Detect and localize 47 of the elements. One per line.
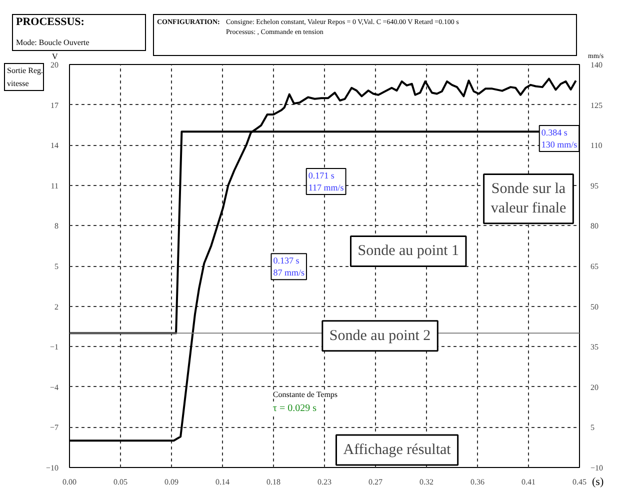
x-axis-title: (s) bbox=[592, 475, 604, 489]
y-tick-label: 5 bbox=[54, 262, 58, 271]
text: Mode: Boucle Ouverte bbox=[16, 38, 90, 47]
x-tick-label: 0.36 bbox=[470, 478, 484, 486]
annotation: Constante de Temps bbox=[272, 390, 338, 399]
annotation: Sonde au point 2 bbox=[329, 328, 431, 344]
x-tick-label: 0.45 bbox=[572, 478, 586, 486]
y2-tick-label: 20 bbox=[590, 382, 598, 392]
y-tick-label: 8 bbox=[54, 222, 58, 231]
x-tick-label: 0.18 bbox=[266, 478, 280, 486]
chart-title: PROCESSUS: bbox=[16, 16, 86, 28]
y2-tick-label: 50 bbox=[590, 302, 598, 312]
y-axis-title: V bbox=[52, 51, 58, 62]
y-tick-label: −1 bbox=[50, 342, 59, 352]
x-tick-label: 0.00 bbox=[62, 478, 76, 486]
y2-tick-label: 35 bbox=[590, 342, 598, 352]
x-tick-label: 0.23 bbox=[318, 478, 332, 486]
x-tick-label: 0.09 bbox=[164, 478, 178, 486]
annotation: τ = 0.029 s bbox=[272, 402, 317, 414]
y2-tick-label: 65 bbox=[590, 262, 598, 271]
y-tick-label: −7 bbox=[50, 423, 59, 432]
y2-tick-label: 95 bbox=[590, 181, 598, 190]
x-tick-label: 0.05 bbox=[114, 478, 128, 486]
annotation: Sonde au point 1 bbox=[358, 243, 459, 260]
y2-tick-label: 140 bbox=[590, 60, 602, 70]
y-tick-label: 11 bbox=[50, 181, 58, 190]
text: Sortie Reg. vitesse bbox=[4, 63, 44, 91]
y2-tick-label: 110 bbox=[590, 141, 602, 150]
x-tick-label: 0.41 bbox=[522, 478, 536, 486]
y-tick-label: −4 bbox=[50, 382, 59, 392]
y-tick-label: 17 bbox=[50, 100, 58, 110]
y2-tick-label: 125 bbox=[590, 100, 602, 110]
x-tick-label: 0.32 bbox=[420, 478, 434, 486]
y-tick-label: −10 bbox=[46, 464, 59, 472]
annotation: 0.171 s 117 mm/s bbox=[308, 170, 344, 192]
y2-tick-label: 5 bbox=[590, 423, 594, 432]
y-tick-label: 2 bbox=[54, 302, 58, 312]
y-tick-label: 20 bbox=[50, 60, 58, 70]
y2-tick-label: −10 bbox=[590, 464, 604, 472]
annotation: Sonde sur la valeur finale bbox=[490, 181, 567, 216]
x-tick-label: 0.27 bbox=[368, 478, 382, 486]
y-tick-label: 14 bbox=[50, 141, 58, 150]
annotation: 0.384 s 130 mm/s bbox=[541, 127, 578, 150]
y2-tick-label: 80 bbox=[590, 222, 598, 231]
annotation: Affichage résultat bbox=[343, 442, 452, 458]
x-tick-label: 0.14 bbox=[216, 478, 230, 486]
annotation: 0.137 s 87 mm/s bbox=[273, 256, 305, 278]
